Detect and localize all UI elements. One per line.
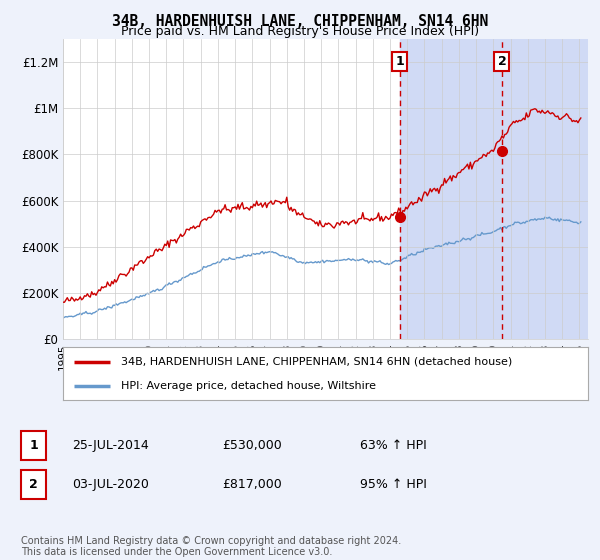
Text: 63% ↑ HPI: 63% ↑ HPI (360, 438, 427, 452)
Text: 2: 2 (497, 55, 506, 68)
Text: HPI: Average price, detached house, Wiltshire: HPI: Average price, detached house, Wilt… (121, 381, 376, 391)
Text: £530,000: £530,000 (222, 438, 282, 452)
Text: £817,000: £817,000 (222, 478, 282, 491)
Text: Price paid vs. HM Land Registry's House Price Index (HPI): Price paid vs. HM Land Registry's House … (121, 25, 479, 38)
Text: 1: 1 (395, 55, 404, 68)
Text: 25-JUL-2014: 25-JUL-2014 (72, 438, 149, 452)
Text: 2: 2 (29, 478, 38, 491)
Text: 03-JUL-2020: 03-JUL-2020 (72, 478, 149, 491)
Text: 34B, HARDENHUISH LANE, CHIPPENHAM, SN14 6HN (detached house): 34B, HARDENHUISH LANE, CHIPPENHAM, SN14 … (121, 357, 512, 367)
Bar (400, 39, 600, 339)
Text: 1: 1 (29, 438, 38, 452)
Text: 95% ↑ HPI: 95% ↑ HPI (360, 478, 427, 491)
Text: 34B, HARDENHUISH LANE, CHIPPENHAM, SN14 6HN: 34B, HARDENHUISH LANE, CHIPPENHAM, SN14 … (112, 14, 488, 29)
Text: Contains HM Land Registry data © Crown copyright and database right 2024.
This d: Contains HM Land Registry data © Crown c… (21, 535, 401, 557)
